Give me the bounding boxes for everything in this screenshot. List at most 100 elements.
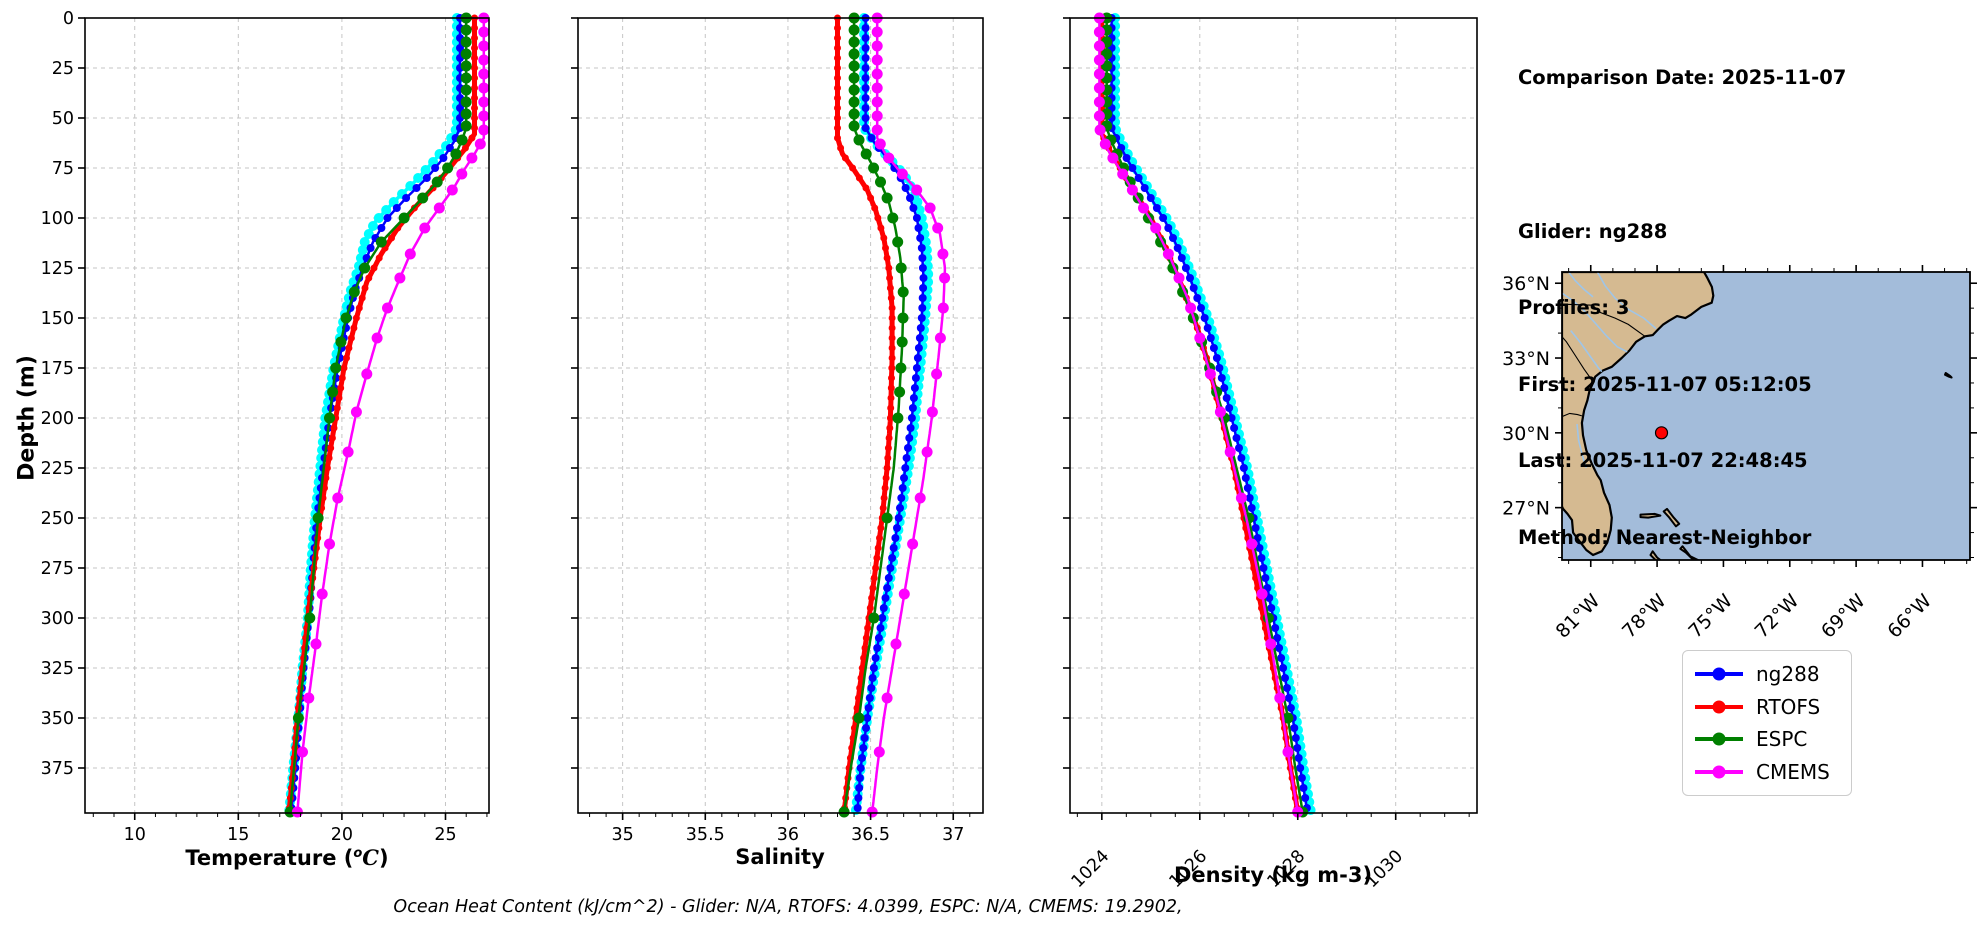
salinity-axis-label: Salinity bbox=[735, 845, 825, 869]
info-spacer bbox=[1518, 142, 1846, 168]
x-tick-label: 36.5 bbox=[851, 825, 890, 845]
interpolation-method: Method: Nearest-Neighbor bbox=[1518, 525, 1812, 549]
x-tick-label: 20 bbox=[331, 825, 353, 845]
glider-name: Glider: ng288 bbox=[1518, 219, 1668, 243]
temperature-axis-label-post: ) bbox=[379, 846, 389, 870]
depth-tick-label: 25 bbox=[52, 59, 74, 79]
map-island bbox=[1679, 545, 1699, 560]
temperature-axis-label-pre: Temperature ( bbox=[185, 846, 354, 870]
temperature-axis-label: Temperature (oC) bbox=[185, 845, 388, 870]
depth-tick-label: 325 bbox=[41, 659, 74, 679]
temperature-axis-label-unit: C bbox=[362, 845, 380, 870]
ESPC-temperature-markers bbox=[284, 12, 472, 818]
x-tick-label: 35.5 bbox=[686, 825, 725, 845]
map-river bbox=[1562, 292, 1628, 353]
depth-tick-label: 200 bbox=[41, 409, 74, 429]
depth-tick-label: 275 bbox=[41, 559, 74, 579]
temperature-panel: 10 15 20 2502550751001251501752002252502753… bbox=[41, 9, 490, 845]
legend: ng288 RTOFS ESPC CMEMS bbox=[1682, 650, 1852, 796]
ESPC-temperature-line bbox=[289, 18, 468, 811]
CMEMS-density-markers bbox=[1093, 12, 1304, 818]
depth-tick-label: 250 bbox=[41, 509, 74, 529]
map-island bbox=[1649, 550, 1662, 560]
ng288-salinity-markers bbox=[853, 14, 928, 812]
map-state-border bbox=[1562, 412, 1583, 418]
map-state-border bbox=[1562, 336, 1594, 383]
glider-location-marker bbox=[1654, 426, 1669, 440]
density-frame bbox=[1069, 17, 1478, 814]
temperature-frame bbox=[84, 17, 490, 814]
x-tick-label: 37 bbox=[942, 825, 964, 845]
depth-tick-label: 375 bbox=[41, 759, 74, 779]
ng288-temperature-line bbox=[290, 18, 462, 811]
espc-line-marker-swatch bbox=[1695, 729, 1743, 749]
x-tick-label: 1024 bbox=[1068, 846, 1114, 892]
last-profile-time: Last: 2025-11-07 22:48:45 bbox=[1518, 449, 1808, 472]
map-island bbox=[1626, 537, 1632, 545]
map-land bbox=[1562, 272, 1715, 557]
x-tick-label: 10 bbox=[124, 825, 146, 845]
depth-axis-label: Depth (m) bbox=[14, 355, 40, 481]
comparison-info-block: Comparison Date: 2025-11-07 Glider: ng28… bbox=[1518, 14, 1846, 601]
ng288-line-marker-swatch bbox=[1695, 664, 1743, 684]
salinity-frame bbox=[577, 17, 984, 814]
cmems-line-marker-swatch bbox=[1695, 762, 1743, 782]
depth-tick-label: 125 bbox=[41, 259, 74, 279]
density-axis-label: Density (kg m-3) bbox=[1173, 863, 1373, 887]
depth-tick-label: 100 bbox=[41, 209, 74, 229]
map-river bbox=[1576, 424, 1588, 468]
map-river bbox=[1567, 272, 1594, 298]
CMEMS-density-line bbox=[1098, 18, 1299, 811]
legend-item-cmems: CMEMS bbox=[1695, 756, 1841, 789]
map-lat-label: 33°N bbox=[1502, 348, 1550, 370]
legend-item-rtofs: RTOFS bbox=[1695, 691, 1841, 724]
ng288-temperature-markers bbox=[287, 14, 464, 812]
depth-tick-label: 150 bbox=[41, 309, 74, 329]
rtofs-line-marker-swatch bbox=[1695, 697, 1743, 717]
ESPC-salinity-markers bbox=[838, 12, 909, 818]
glider-profiles-temperature-line bbox=[287, 18, 459, 811]
legend-item-espc: ESPC bbox=[1695, 723, 1841, 756]
ESPC-density-line bbox=[1105, 18, 1304, 811]
map-island bbox=[1944, 372, 1953, 379]
depth-tick-label: 0 bbox=[63, 9, 74, 29]
x-tick-label: 35 bbox=[611, 825, 633, 845]
map-frame bbox=[1561, 271, 1971, 561]
salinity-panel: 35 35.5 36 36.5 37 bbox=[571, 12, 984, 845]
first-profile-time: First: 2025-11-07 05:12:05 bbox=[1518, 372, 1812, 396]
legend-label-espc: ESPC bbox=[1756, 727, 1808, 752]
glider-profiles-density-markers bbox=[1110, 13, 1316, 815]
depth-tick-label: 300 bbox=[41, 609, 74, 629]
ocean-heat-content-caption: Ocean Heat Content (kJ/cm^2) - Glider: N… bbox=[393, 897, 1183, 917]
map-island bbox=[1662, 507, 1681, 528]
legend-label-rtofs: RTOFS bbox=[1756, 694, 1821, 719]
depth-tick-label: 175 bbox=[41, 359, 74, 379]
depth-tick-label: 50 bbox=[52, 109, 74, 129]
glider-profiles-density-line bbox=[1113, 18, 1313, 811]
map-lat-label: 30°N bbox=[1502, 423, 1550, 445]
legend-item-ng288: ng288 bbox=[1695, 658, 1841, 691]
legend-label-ng288: ng288 bbox=[1756, 662, 1820, 687]
depth-tick-label: 225 bbox=[41, 459, 74, 479]
density-panel: 1024 1026 1028 1030 bbox=[1063, 12, 1478, 892]
CMEMS-salinity-markers bbox=[866, 12, 951, 818]
x-tick-label: 25 bbox=[434, 825, 456, 845]
comparison-date: Comparison Date: 2025-11-07 bbox=[1518, 66, 1847, 89]
profiles-count: Profiles: 3 bbox=[1518, 296, 1630, 319]
map-island bbox=[1639, 512, 1662, 519]
x-tick-label: 15 bbox=[227, 825, 249, 845]
depth-tick-label: 350 bbox=[41, 709, 74, 729]
RTOFS-salinity-line bbox=[835, 18, 895, 811]
map-state-border bbox=[1562, 303, 1646, 337]
map-lat-label: 27°N bbox=[1502, 498, 1550, 520]
map-lon-label: 66°W bbox=[1883, 590, 1936, 643]
map-river bbox=[1570, 330, 1603, 373]
depth-tick-label: 75 bbox=[52, 159, 74, 179]
map-river bbox=[1596, 272, 1657, 330]
x-tick-label: 36 bbox=[777, 825, 799, 845]
temperature-axis-label-sup: o bbox=[353, 846, 363, 861]
legend-label-cmems: CMEMS bbox=[1756, 759, 1830, 784]
map-lat-label: 36°N bbox=[1502, 273, 1550, 295]
